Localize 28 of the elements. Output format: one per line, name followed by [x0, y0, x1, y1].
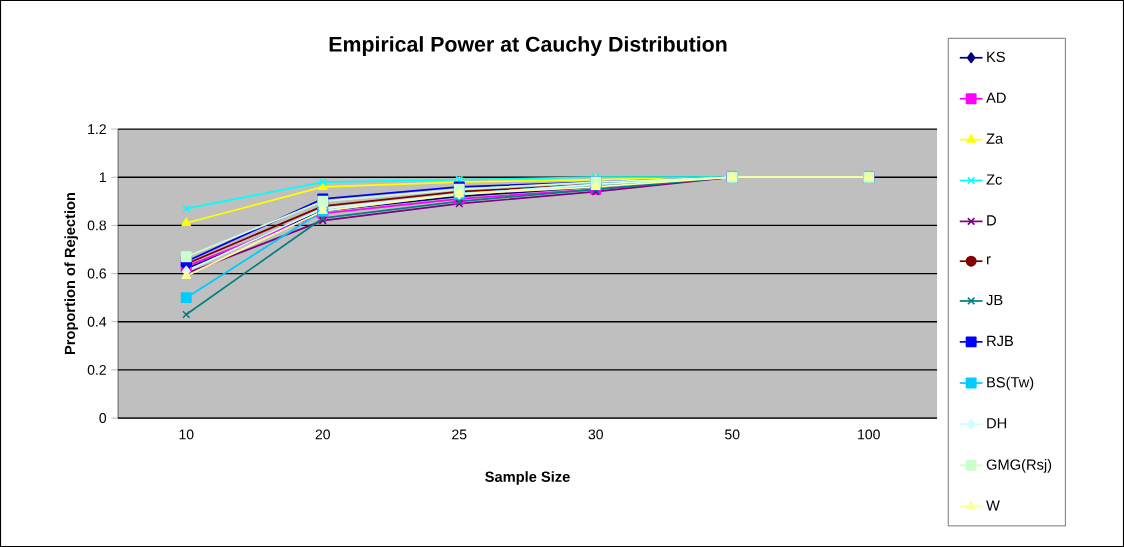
y-tick-label: 0: [99, 413, 107, 423]
x-tick-label: 100: [858, 429, 880, 440]
x-axis-title: Sample Size: [485, 471, 570, 485]
legend-label: JB: [986, 294, 1003, 306]
y-tick-label: 1: [99, 172, 106, 183]
y-tick-label: 0.2: [87, 364, 106, 375]
y-tick-label: 0.4: [87, 316, 107, 327]
x-tick-label: 10: [179, 429, 194, 440]
legend-label: D: [987, 215, 996, 226]
chart-title: Empirical Power at Cauchy Distribution: [329, 36, 727, 56]
legend-label: r: [987, 256, 991, 265]
legend-label: DH: [987, 418, 1007, 429]
legend-label: GMG(Rsj): [986, 459, 1052, 473]
y-tick-label: 1.2: [88, 124, 106, 134]
legend-label: KS: [987, 51, 1005, 62]
y-tick-label: 0.8: [87, 220, 107, 231]
legend-label: Za: [986, 133, 1004, 144]
x-tick-label: 20: [315, 429, 330, 440]
x-tick-label: 30: [588, 429, 603, 440]
x-tick-label: 25: [452, 429, 467, 440]
y-tick-label: 0.6: [87, 268, 107, 279]
legend-label: W: [986, 500, 1000, 511]
legend-label: AD: [986, 92, 1006, 103]
legend-label: RJB: [987, 335, 1013, 347]
y-axis-title: Proportion of Rejection: [64, 192, 78, 355]
legend-label: BS(Tw): [987, 376, 1034, 391]
x-tick-label: 50: [725, 429, 740, 440]
legend-label: Zc: [986, 174, 1002, 185]
